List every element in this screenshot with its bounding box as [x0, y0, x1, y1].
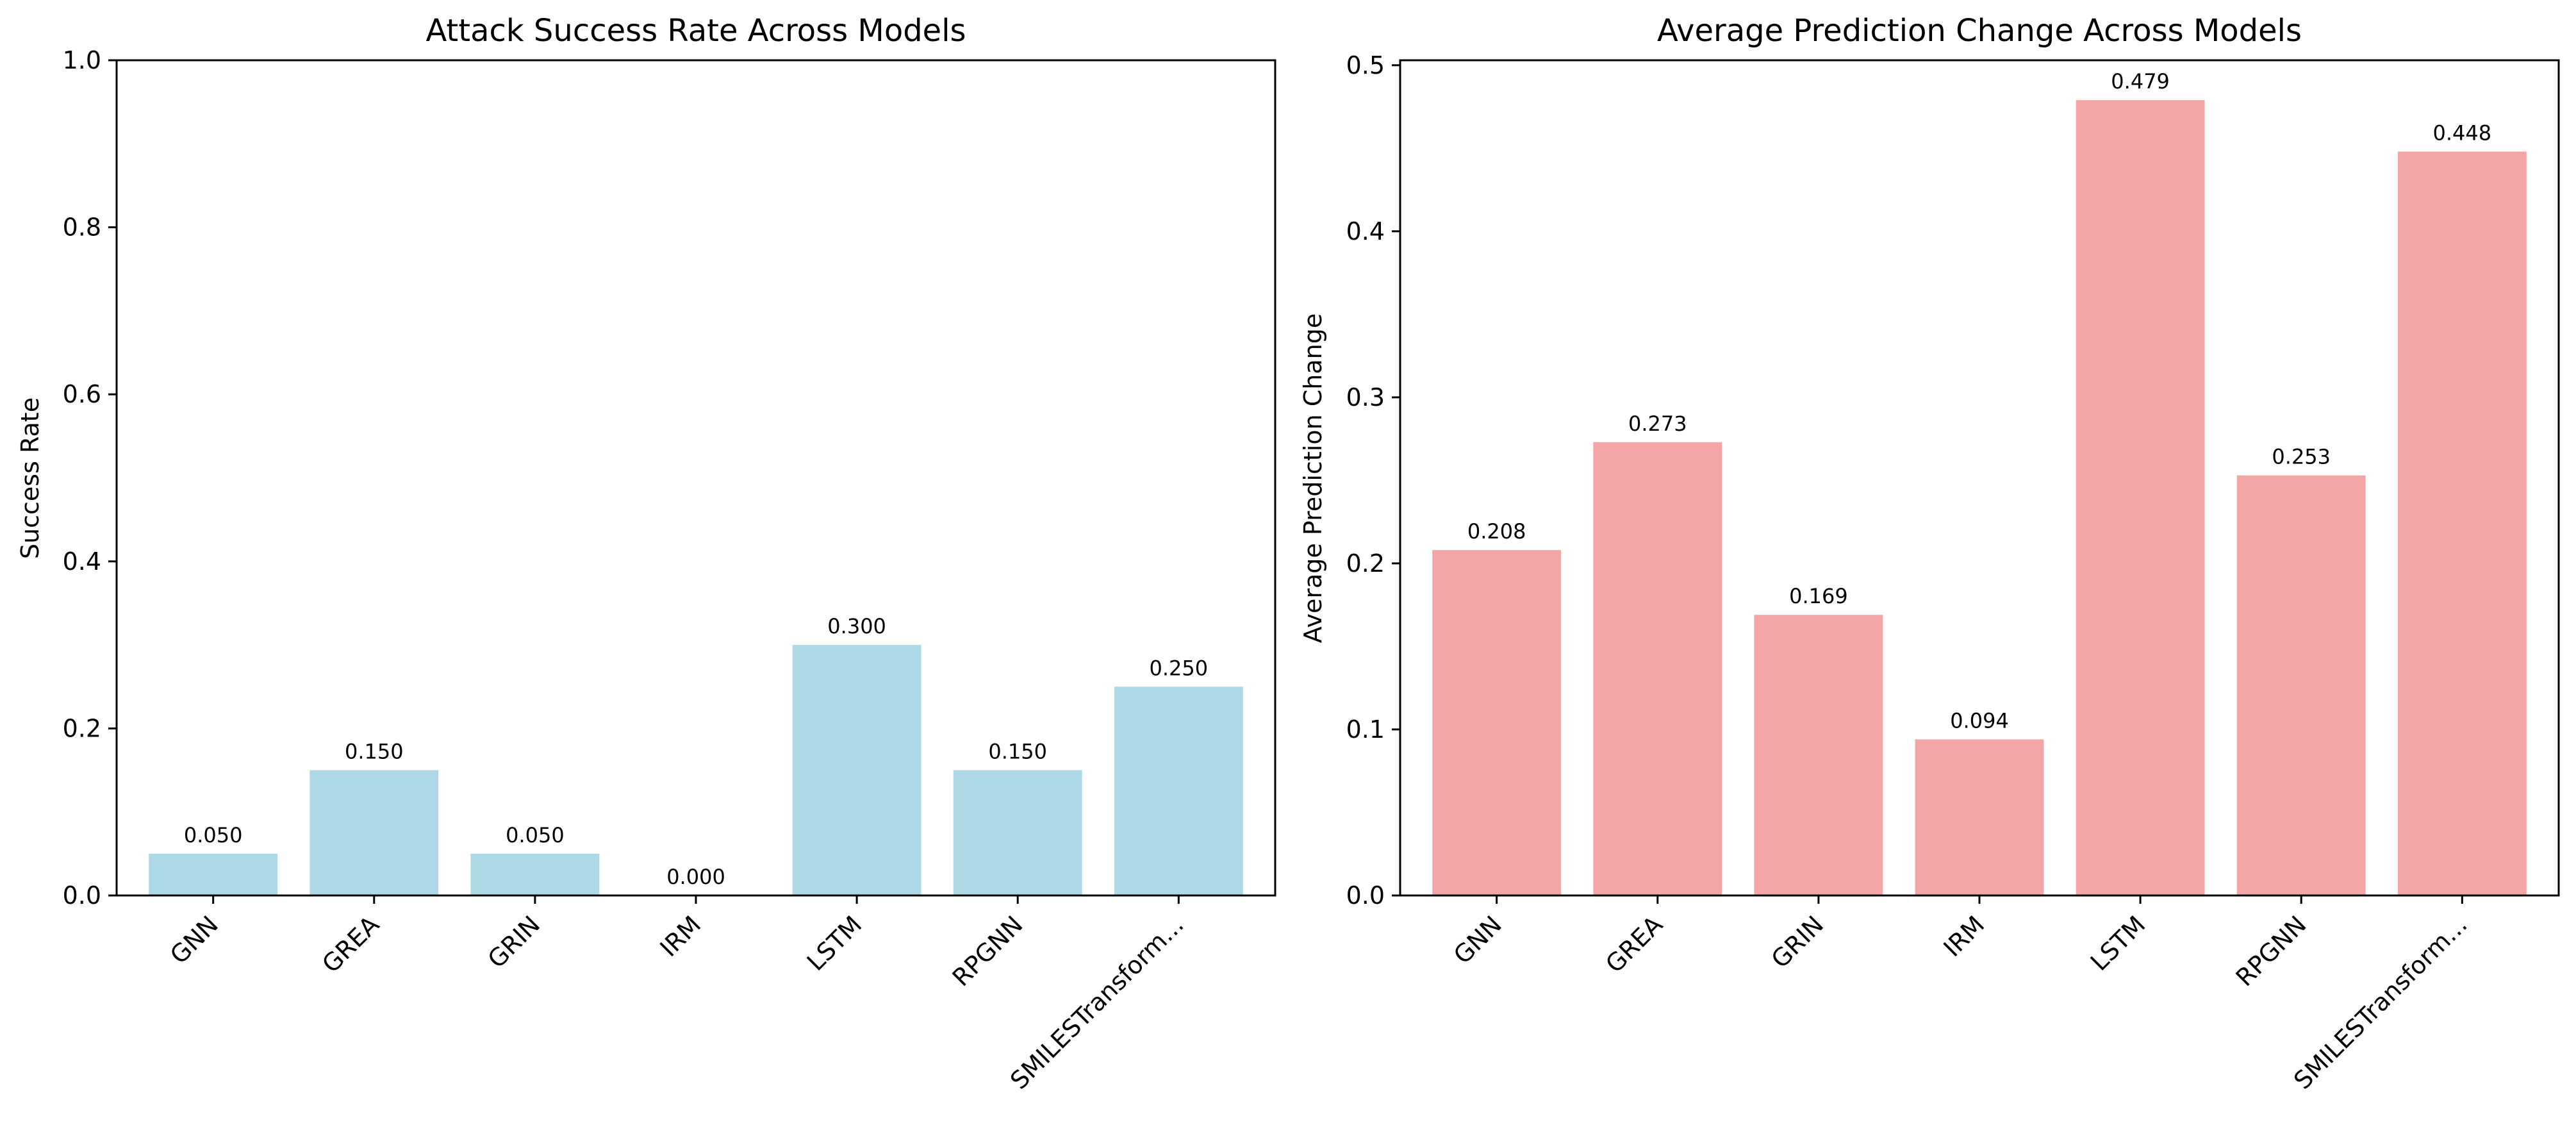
y-tick-label: 0.2 — [63, 714, 101, 742]
data-label: 0.050 — [506, 823, 565, 847]
y-tick-label: 0.0 — [1346, 881, 1385, 910]
plot-frame — [1399, 59, 2560, 897]
y-tick-label: 0.0 — [63, 881, 101, 910]
y-tick-label: 0.3 — [1346, 383, 1385, 412]
plot-frame — [115, 59, 1276, 897]
y-tick-label: 0.4 — [63, 547, 101, 576]
data-label: 0.250 — [1150, 656, 1209, 680]
y-tick-label: 1.0 — [63, 46, 101, 74]
y-tick-label: 0.8 — [63, 213, 101, 242]
y-tick-label: 0.5 — [1346, 51, 1385, 79]
y-tick-label: 0.4 — [1346, 217, 1385, 246]
bar-grea — [310, 770, 439, 895]
data-label: 0.150 — [345, 740, 404, 764]
data-labels-group: 0.208 0.273 0.169 0.094 0.479 0.253 0.448 — [1467, 69, 2491, 733]
bars-group — [1432, 100, 2527, 896]
bar-gnn — [1432, 550, 1562, 895]
bar-irm — [1915, 739, 2044, 895]
y-tick-label: 0.1 — [1346, 715, 1385, 744]
data-label: 0.208 — [1467, 519, 1526, 544]
data-label: 0.150 — [988, 740, 1047, 764]
data-label: 0.000 — [666, 865, 725, 889]
chart-title: Average Prediction Change Across Models — [1657, 13, 2302, 49]
y-ticks-group: 0.0 0.2 0.4 0.6 0.8 1.0 — [63, 46, 117, 910]
data-label: 0.300 — [827, 614, 886, 638]
y-tick-label: 0.2 — [1346, 549, 1385, 578]
bar-smilestransform — [2397, 151, 2527, 896]
data-label: 0.094 — [1950, 708, 2009, 733]
bar-smilestransform — [1114, 687, 1243, 895]
bar-grea — [1593, 442, 1722, 895]
data-label: 0.050 — [184, 823, 243, 847]
y-axis-label: Average Prediction Change — [1299, 313, 1327, 643]
y-ticks-group: 0.0 0.1 0.2 0.3 0.4 0.5 — [1346, 51, 1400, 910]
y-axis-label: Success Rate — [16, 397, 44, 559]
data-label: 0.169 — [1789, 584, 1848, 608]
bar-lstm — [792, 645, 921, 895]
data-label: 0.253 — [2272, 445, 2331, 469]
data-label: 0.448 — [2433, 121, 2492, 145]
bar-gnn — [149, 853, 278, 895]
chart-title: Attack Success Rate Across Models — [425, 13, 966, 49]
data-label: 0.273 — [1628, 412, 1687, 436]
data-label: 0.479 — [2111, 69, 2170, 94]
bar-lstm — [2076, 100, 2205, 895]
bars-group — [149, 645, 1243, 895]
bar-rpgnn — [953, 770, 1082, 895]
y-tick-label: 0.6 — [63, 380, 101, 408]
bar-rpgnn — [2236, 475, 2366, 895]
data-labels-group: 0.050 0.150 0.050 0.000 0.300 0.150 0.250 — [184, 614, 1208, 889]
bar-grin — [470, 853, 600, 895]
bar-grin — [1754, 615, 1883, 895]
chart-prediction-change: Average Prediction Change Across Models … — [1299, 13, 2560, 1095]
